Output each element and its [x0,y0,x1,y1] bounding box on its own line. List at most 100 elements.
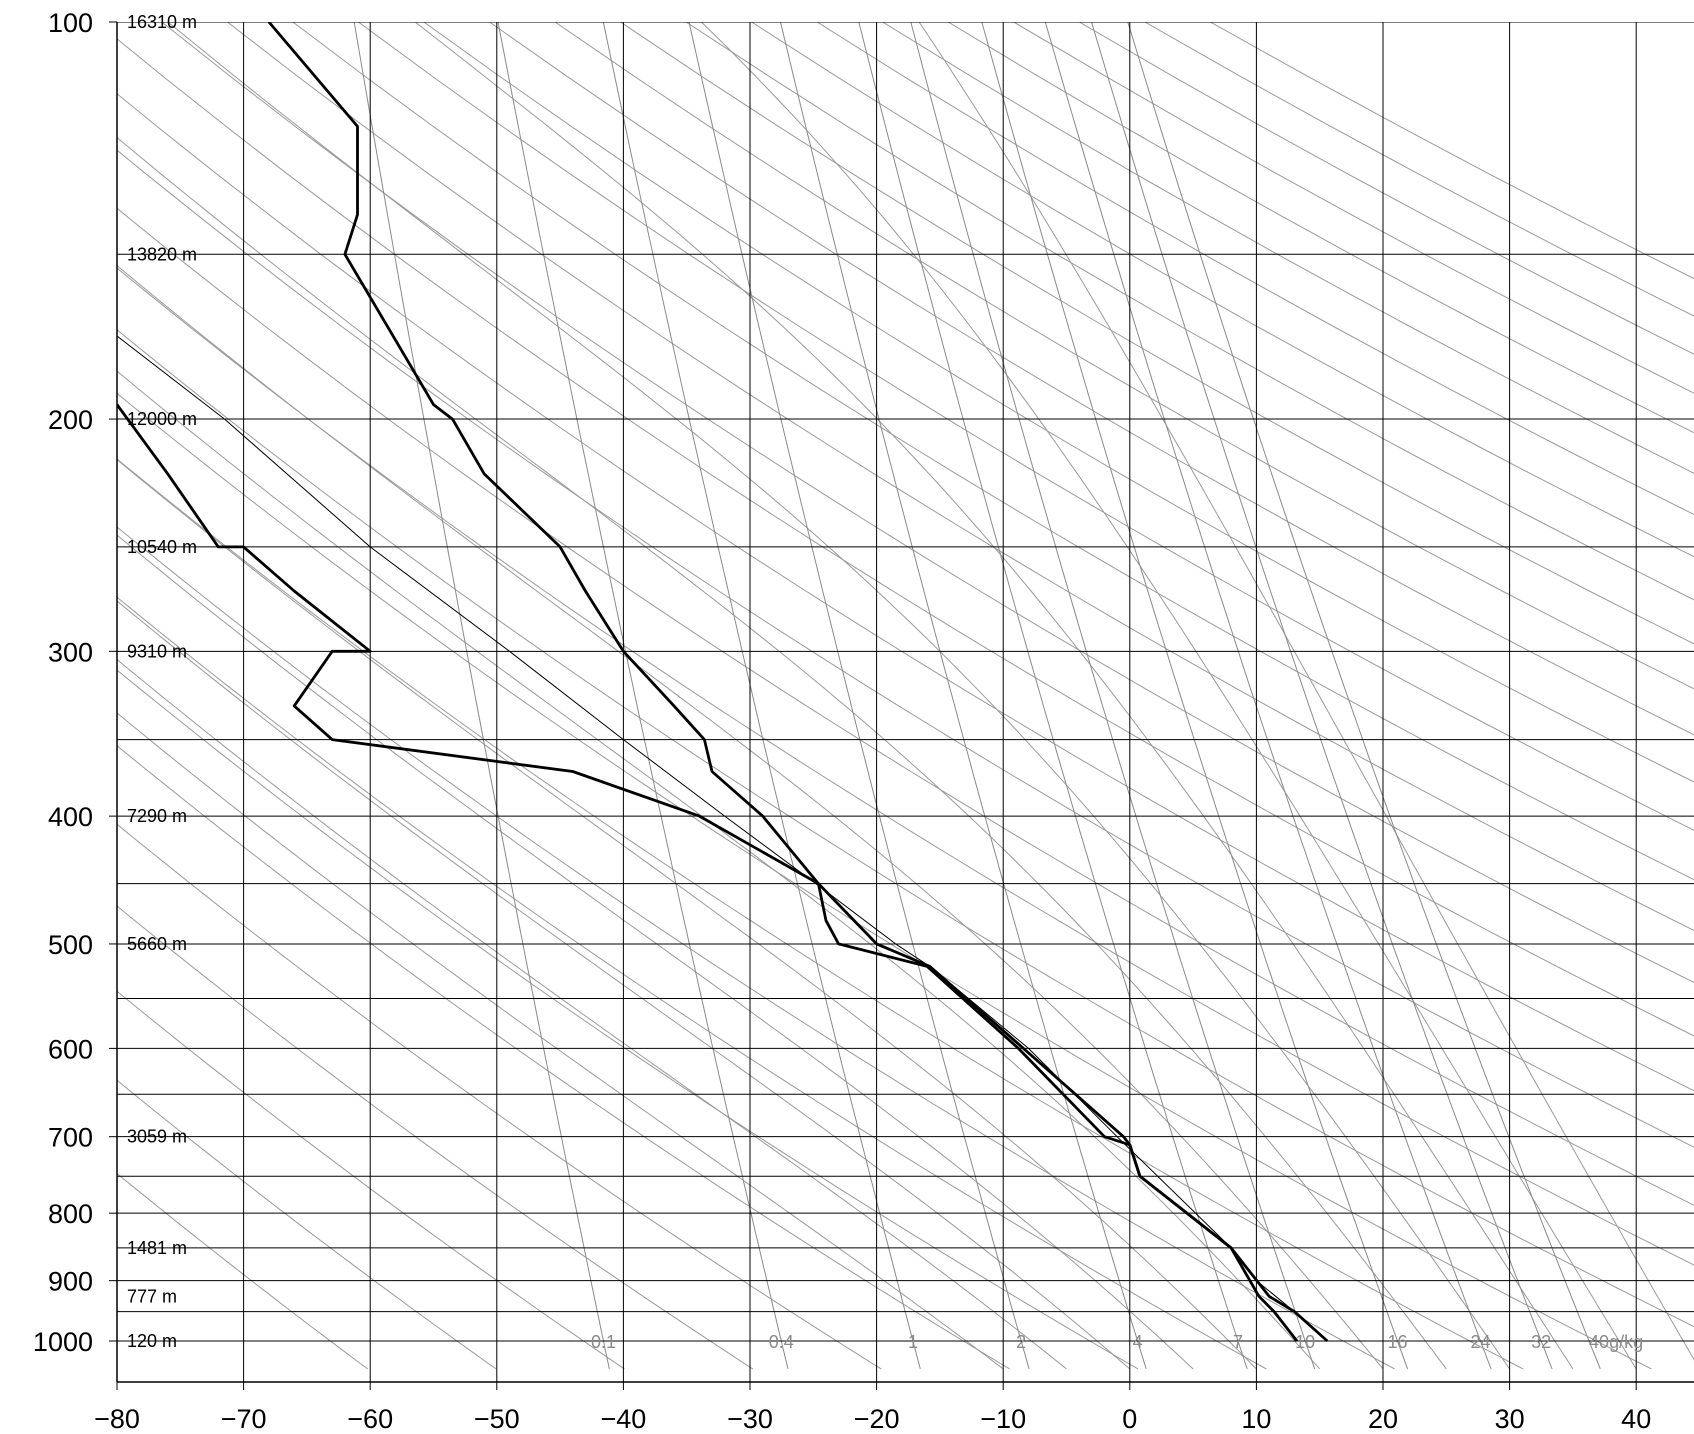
x-tick-label: −40 [600,1404,646,1434]
y-tick-label: 1000 [33,1327,93,1357]
moist-adiabat [117,534,1194,1370]
x-tick-label: −70 [221,1404,267,1434]
x-tick-label: −10 [980,1404,1026,1434]
dry-adiabat [117,38,1694,1037]
x-tick-label: −20 [854,1404,900,1434]
mixing-ratio-label: 32 [1531,1332,1551,1352]
dry-adiabat [1210,22,1694,280]
mixing-ratio-label: 0.4 [769,1332,794,1352]
moist-adiabat [117,264,1384,1370]
axes [109,21,1694,1390]
dry-adiabat [882,22,1694,474]
height-label: 5660 m [127,934,187,954]
mixing-ratio-lines [353,22,1601,1370]
height-labels: 16310 m 13820 m 12000 m 10540 m 9310 m 7290 m… [127,12,197,1351]
moist-adiabat [918,22,1694,1361]
mixing-ratio-labels: 0.1 0.4 1 2 4 7 10 16 24 32 40g/kg [591,1332,1643,1352]
height-label: 9310 m [127,641,187,661]
x-tick-label: 30 [1495,1404,1525,1434]
moist-adiabats [117,22,1694,1370]
moist-adiabat [117,136,1447,1370]
dry-adiabat [423,22,1694,783]
x-tick-label: −30 [727,1404,773,1434]
mixing-ratio-line [1127,22,1601,1370]
moist-adiabat [117,600,1131,1370]
x-tick-label: 40 [1621,1404,1651,1434]
y-tick-label: 100 [48,8,93,38]
dry-adiabat [117,1079,497,1370]
dry-adiabat [117,267,1694,1266]
height-label: 777 m [127,1286,177,1306]
dry-adiabat [816,22,1694,516]
dry-adiabat [947,22,1694,434]
dry-adiabat [117,596,1267,1370]
mixing-ratio-label: 1 [908,1332,918,1352]
mixing-ratio-line [1044,22,1492,1370]
isotherms-isobars [117,22,1694,1382]
dry-adiabat [1144,22,1694,317]
y-tick-label: 800 [48,1199,93,1229]
moist-adiabat [117,658,1067,1370]
moist-adiabat [167,22,1511,1370]
dry-adiabat [227,22,1694,932]
y-tick-label: 900 [48,1267,93,1297]
mixing-ratio-line [780,22,1147,1370]
dry-adiabat [117,990,625,1370]
dry-adiabat [117,93,1694,1092]
y-tick-label: 400 [48,802,93,832]
dry-adiabat [117,458,1524,1370]
height-label: 120 m [127,1331,177,1351]
moist-adiabat [414,22,1574,1370]
y-tick-label: 500 [48,930,93,960]
dry-adiabat [117,1172,368,1370]
series-line-3 [117,335,1328,1342]
dry-adiabat [117,329,1694,1328]
mixing-ratio-label: 7 [1233,1332,1243,1352]
height-label: 12000 m [127,409,197,429]
dry-adiabat [620,22,1694,645]
x-tick-label: 20 [1368,1404,1398,1434]
height-label: 3059 m [127,1127,187,1147]
height-label: 7290 m [127,806,187,826]
dry-adiabat [1013,22,1694,394]
tick-labels: −80 −70 −60 −50 −40 −30 −20 −10 0 10 20 30 40 100 200 3… [33,8,1651,1434]
mixing-ratio-line [602,22,921,1370]
mixing-ratio-label: 40g/kg [1589,1332,1643,1352]
x-tick-label: 0 [1122,1404,1137,1434]
x-tick-label: −50 [474,1404,520,1434]
mixing-ratio-label: 0.1 [591,1332,616,1352]
mixing-ratio-label: 24 [1470,1332,1490,1352]
moist-adiabat [117,370,1321,1370]
dry-adiabat [117,207,1694,1206]
mixing-ratio-line [858,22,1248,1370]
dry-adiabat [685,22,1694,601]
dry-adiabat [292,22,1694,881]
mixing-ratio-label: 10 [1295,1332,1315,1352]
dry-adiabat [117,149,1694,1148]
mixing-ratio-label: 4 [1133,1332,1143,1352]
mixing-ratio-line [688,22,1030,1370]
y-tick-label: 600 [48,1034,93,1064]
dry-adiabats [117,22,1694,1370]
dry-adiabat [117,745,1010,1370]
moist-adiabat [117,458,1257,1370]
mixing-ratio-line [353,22,610,1369]
dry-adiabat [489,22,1694,736]
mixing-ratio-line [1091,22,1553,1370]
mixing-ratio-line [910,22,1316,1370]
mixing-ratio-label: 2 [1016,1332,1026,1352]
dry-adiabat [117,905,754,1370]
mixing-ratio-line [497,22,789,1370]
series-line-2 [117,403,1329,1343]
x-tick-label: −80 [94,1404,140,1434]
mixing-ratio-label: 16 [1387,1332,1407,1352]
x-tick-label: −60 [347,1404,393,1434]
height-label: 13820 m [127,244,197,264]
profile-series [117,22,1329,1343]
height-label: 1481 m [127,1238,187,1258]
x-tick-label: 10 [1241,1404,1271,1434]
moist-adiabat [117,712,1004,1370]
dry-adiabat [117,823,882,1370]
dry-adiabat [117,669,1139,1370]
